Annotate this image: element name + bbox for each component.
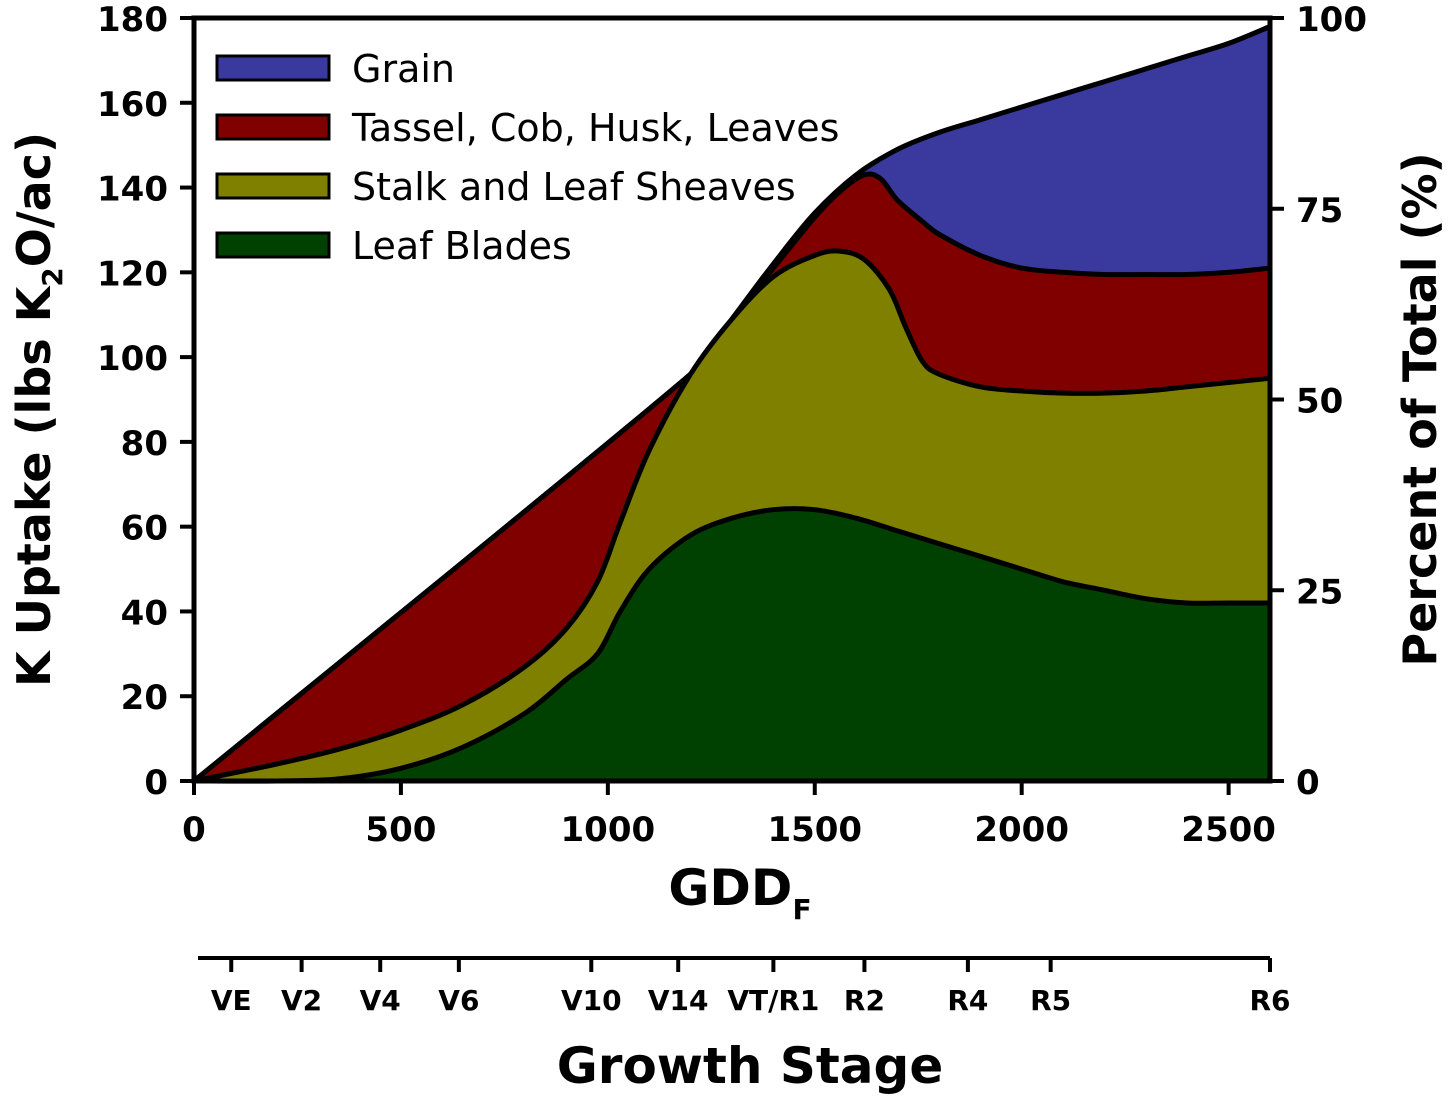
y-tick-label: 100 [97,339,168,379]
y-tick-label: 160 [97,85,168,125]
y2-axis-title: Percent of Total (%) [1393,152,1447,666]
stage-tick-label: R5 [1030,984,1071,1017]
y2-tick-label: 25 [1296,572,1343,612]
stacked-areas [191,24,1273,784]
y-tick-label: 0 [144,763,168,803]
y-tick-label: 60 [121,509,168,549]
x-tick-label: 500 [365,810,436,850]
stage-tick-label: V4 [360,984,401,1017]
legend-swatch [215,54,331,82]
stage-tick-label: VT/R1 [727,984,819,1017]
y-tick-label: 120 [97,254,168,294]
x-tick-label: 2500 [1181,810,1276,850]
stage-tick-label: R6 [1249,984,1290,1017]
stage-tick-label: V14 [648,984,709,1017]
y-tick-label: 40 [121,593,168,633]
stage-tick-label: VE [211,984,252,1017]
stage-tick-label: R4 [947,984,988,1017]
x-tick-label: 0 [182,810,206,850]
legend-swatch [215,172,331,200]
x-tick-label: 2000 [974,810,1069,850]
stage-tick-label: V10 [561,984,622,1017]
stage-tick-label: R2 [844,984,885,1017]
y-tick-label: 140 [97,170,168,210]
legend-label: Grain [352,47,455,91]
legend-label: Leaf Blades [352,224,572,268]
area-leaf-blades [191,506,1273,784]
y2-tick-label: 100 [1296,0,1367,40]
legend-label: Stalk and Leaf Sheaves [352,165,796,209]
legend-swatch [215,231,331,259]
y-tick-label: 180 [97,0,168,40]
y-axis-title: K Uptake (lbs K2O/ac) [7,132,69,687]
x-tick-label: 1500 [767,810,862,850]
legend: Grain Tassel, Cob, Husk, Leaves Stalk and … [215,47,839,268]
growth-stage-axis: VE V2 V4 V6 V10 V14 VT/R1 R2 R4 R5 R6 [198,956,1291,1017]
growth-stage-title: Growth Stage [557,1037,944,1095]
y-tick-label: 20 [121,678,168,718]
x-tick-label: 1000 [561,810,656,850]
y2-tick-label: 50 [1296,382,1343,422]
stage-tick-label: V2 [281,984,322,1017]
stage-tick-label: V6 [438,984,479,1017]
x-axis-title: GDDF [668,859,811,926]
y2-tick-label: 75 [1296,191,1343,231]
y-tick-label: 80 [121,424,168,464]
legend-label: Tassel, Cob, Husk, Leaves [351,106,839,150]
y2-tick-label: 0 [1296,763,1320,803]
legend-swatch [215,113,331,141]
